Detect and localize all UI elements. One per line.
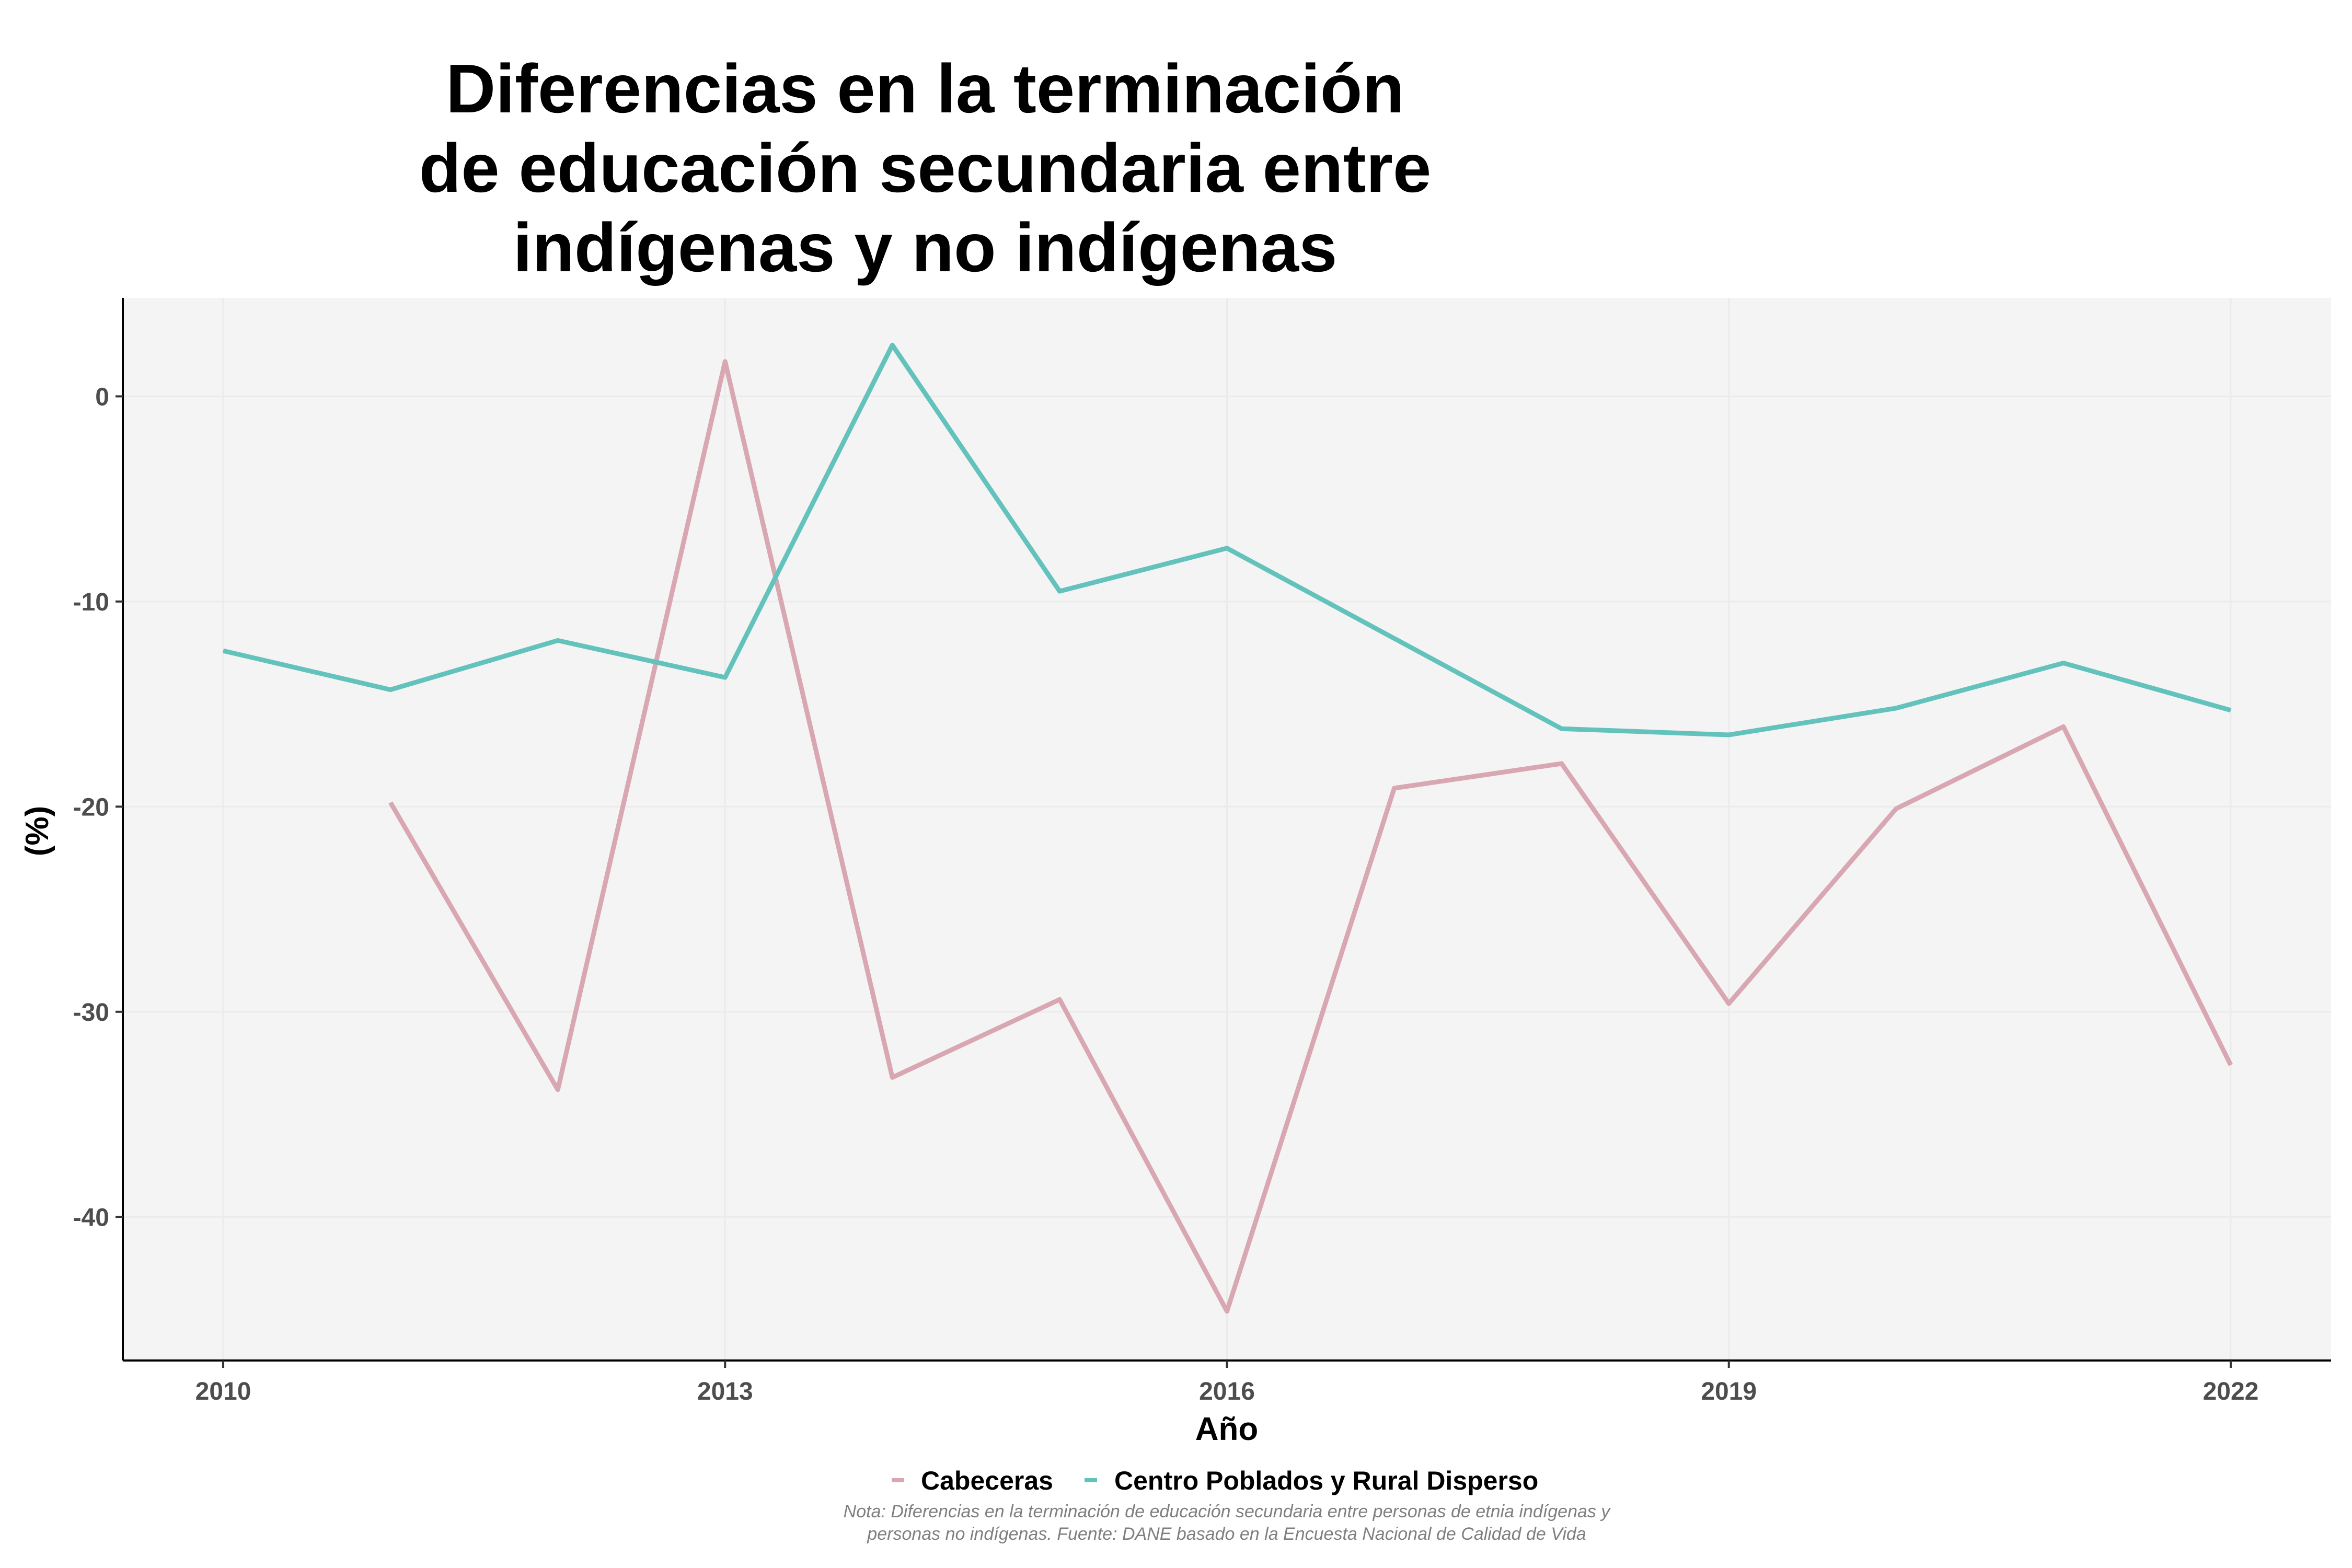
- x-tick-label: 2010: [195, 1378, 251, 1405]
- y-tick-label: -40: [73, 1204, 109, 1231]
- y-tick-label: -30: [73, 999, 109, 1027]
- series-lines: [222, 342, 2233, 1314]
- y-tick-label: -10: [73, 589, 109, 616]
- x-axis-title: Año: [1195, 1411, 1259, 1447]
- y-tick-label: -20: [73, 793, 109, 821]
- legend: Cabeceras Centro Poblados y Rural Disper…: [892, 1466, 1538, 1495]
- x-tick-label: 2013: [697, 1378, 753, 1405]
- grid-lines: [123, 298, 2331, 1361]
- note-line-1: Nota: Diferencias en la terminación de e…: [844, 1502, 1611, 1521]
- note-line-2: personas no indígenas. Fuente: DANE basa…: [867, 1524, 1586, 1544]
- legend-label-cabeceras: Cabeceras: [921, 1466, 1053, 1495]
- title-line-2: de educación secundaria entre: [419, 130, 1432, 206]
- x-tick-label: 2019: [1701, 1378, 1757, 1405]
- x-tick-label: 2022: [2203, 1378, 2259, 1405]
- title-line-3: indígenas y no indígenas: [513, 209, 1338, 286]
- y-tick-label: 0: [95, 383, 109, 411]
- axis-ticks: 0 -10 -20 -30 -40 2010 2013 2016 2019 2022: [73, 383, 2259, 1405]
- series-line-cabeceras: [388, 359, 2233, 1314]
- x-tick-label: 2016: [1199, 1378, 1255, 1405]
- series-line-centro-poblados: [222, 342, 2232, 737]
- legend-label-centro-poblados: Centro Poblados y Rural Disperso: [1114, 1466, 1538, 1495]
- y-axis-title: (%): [19, 806, 55, 856]
- chart-title: Diferencias en la terminación de educaci…: [419, 50, 1432, 286]
- title-line-1: Diferencias en la terminación: [446, 50, 1404, 127]
